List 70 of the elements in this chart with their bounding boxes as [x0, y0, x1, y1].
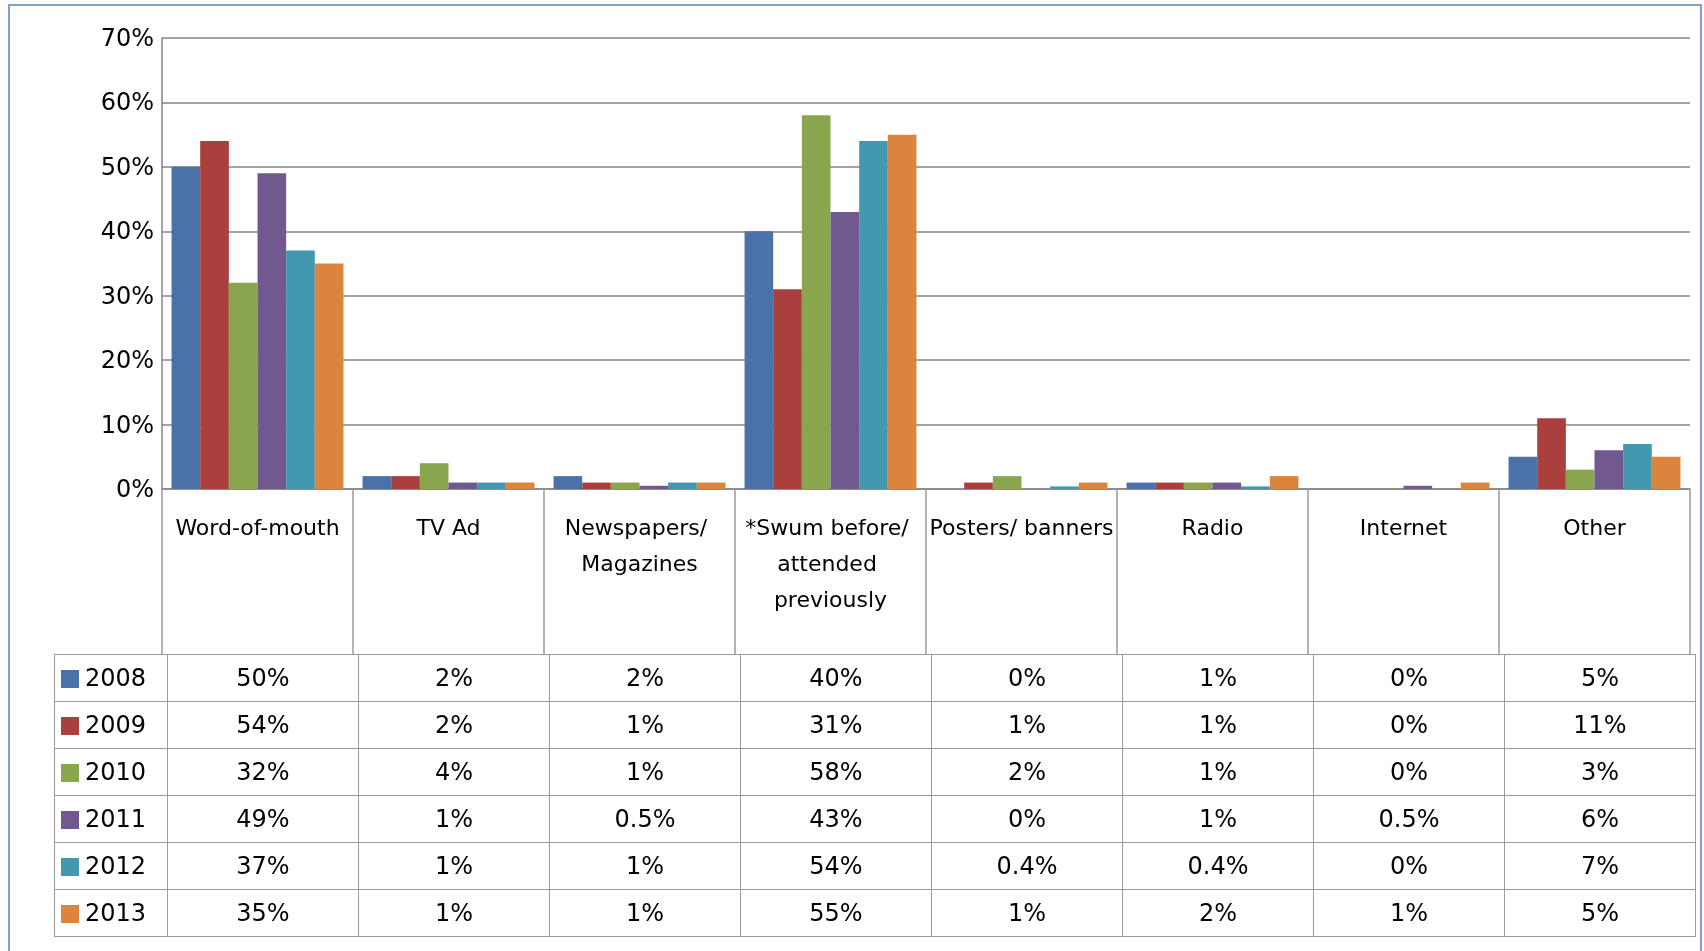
x-tick-label: Other	[1563, 514, 1627, 540]
data-label: 0%	[1313, 701, 1505, 749]
data-label: 0%	[1313, 842, 1505, 890]
data-label: 54%	[740, 842, 932, 890]
data-label: 1%	[1122, 654, 1314, 702]
y-tick-label: 20%	[100, 346, 154, 375]
x-tick-label: Newspapers/ Magazines	[564, 514, 715, 576]
data-label: 1%	[358, 842, 550, 890]
y-tick-label: 10%	[100, 410, 154, 439]
data-label: 35%	[167, 889, 359, 937]
data-label: 4%	[358, 748, 550, 796]
data-label: 3%	[1504, 748, 1696, 796]
data-label: 32%	[167, 748, 359, 796]
data-label: 6%	[1504, 795, 1696, 843]
x-tick-label: TV Ad	[415, 514, 481, 540]
y-tick-label: 70%	[100, 24, 154, 52]
legend-label: 2010	[54, 748, 168, 796]
data-label: 1%	[931, 701, 1123, 749]
data-label: 7%	[1504, 842, 1696, 890]
data-label: 2%	[358, 654, 550, 702]
legend-label: 2008	[54, 654, 168, 702]
data-label: 11%	[1504, 701, 1696, 749]
x-tick-label: Word-of-mouth	[175, 514, 340, 540]
data-label: 0.4%	[1122, 842, 1314, 890]
legend-label: 2009	[54, 701, 168, 749]
y-tick-label: 50%	[100, 152, 154, 181]
data-label: 49%	[167, 795, 359, 843]
data-label: 1%	[1122, 748, 1314, 796]
data-label: 31%	[740, 701, 932, 749]
data-label: 1%	[549, 842, 741, 890]
data-label: 40%	[740, 654, 932, 702]
legend-label: 2012	[54, 842, 168, 890]
data-label: 1%	[549, 748, 741, 796]
data-label: 2%	[1122, 889, 1314, 937]
data-label: 2%	[358, 701, 550, 749]
data-label: 1%	[1122, 795, 1314, 843]
data-label: 2%	[549, 654, 741, 702]
data-label: 1%	[931, 889, 1123, 937]
data-label: 2%	[931, 748, 1123, 796]
data-label: 5%	[1504, 889, 1696, 937]
y-tick-label: 0%	[115, 475, 154, 503]
data-label: 0.4%	[931, 842, 1123, 890]
legend-label: 2013	[54, 889, 168, 937]
data-label: 0%	[931, 654, 1123, 702]
legend-label: 2011	[54, 795, 168, 843]
data-label: 0%	[1313, 748, 1505, 796]
data-label: 0.5%	[1313, 795, 1505, 843]
data-label: 0%	[1313, 654, 1505, 702]
data-label: 55%	[740, 889, 932, 937]
y-tick-label: 30%	[100, 281, 154, 310]
data-label: 0.5%	[549, 795, 741, 843]
data-label: 58%	[740, 748, 932, 796]
data-label: 1%	[549, 889, 741, 937]
data-label: 37%	[167, 842, 359, 890]
data-label: 50%	[167, 654, 359, 702]
data-label: 1%	[358, 795, 550, 843]
y-tick-label: 60%	[100, 88, 154, 117]
data-label: 0%	[931, 795, 1123, 843]
data-label: 54%	[167, 701, 359, 749]
data-label: 5%	[1504, 654, 1696, 702]
data-label: 43%	[740, 795, 932, 843]
data-label: 1%	[549, 701, 741, 749]
x-tick-label: *Swum before/ attended previously	[745, 514, 916, 612]
y-tick-label: 40%	[100, 217, 154, 246]
data-label: 1%	[358, 889, 550, 937]
x-tick-label: Posters/ banners	[929, 514, 1114, 540]
x-tick-label: Internet	[1359, 514, 1448, 540]
data-label: 1%	[1313, 889, 1505, 937]
x-tick-label: Radio	[1181, 514, 1244, 540]
data-label: 1%	[1122, 701, 1314, 749]
